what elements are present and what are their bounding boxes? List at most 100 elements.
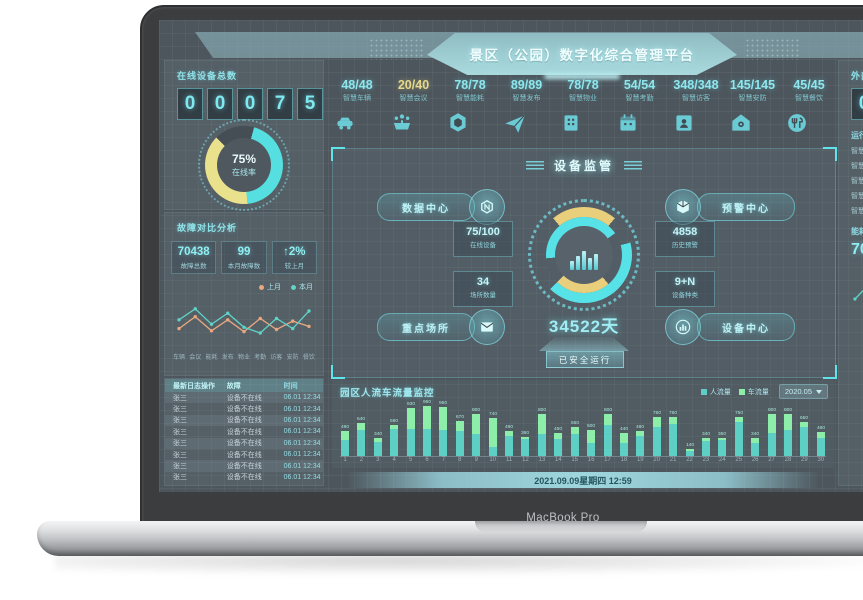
smart-stat-tile[interactable]: 78/78 智慧物业 — [558, 78, 608, 144]
key-place-icon[interactable] — [469, 309, 505, 345]
category-label: 物业 — [237, 355, 250, 361]
category-label: 访客 — [270, 355, 283, 361]
people-flow-segment — [554, 438, 563, 456]
bar-value-label: 340 — [373, 431, 382, 437]
log-cell: 张三 — [173, 463, 187, 471]
fault-stats-row: 70438 故障总数 99 本月故障数 ↑2% 较上月 — [165, 234, 323, 274]
smart-stat-tile[interactable]: 348/348 智慧访客 — [671, 78, 721, 144]
period-dropdown[interactable]: 2020.05 — [778, 384, 828, 399]
smart-stat-tile[interactable]: 89/89 智慧发布 — [502, 78, 552, 144]
smart-stat-tile[interactable]: 45/45 智慧餐饮 — [784, 78, 834, 144]
category-label: 车辆 — [173, 355, 186, 361]
smart-stat-tile[interactable]: 54/54 智慧考勤 — [615, 78, 665, 144]
alert-center-icon[interactable] — [665, 189, 701, 225]
fault-analysis-panel: 故障对比分析 70438 故障总数 99 本月故障数 ↑2% 较上月 上月 本月 车辆 会议能… — [164, 212, 324, 376]
day-label: 4 — [392, 457, 396, 463]
bar-value-label: 800 — [783, 408, 792, 413]
car-flow-segment — [390, 425, 399, 429]
smart-stat-value: 78/78 — [454, 78, 486, 92]
bar-value-label: 490 — [505, 424, 514, 429]
category-label: 会议 — [189, 355, 202, 361]
data-center-icon[interactable] — [469, 189, 505, 225]
smart-stat-tile[interactable]: 20/40 智慧会议 — [389, 78, 439, 144]
log-table-body: 张三 设备不在线 06.01 12:34 张三 设备不在线 06.01 12:34 张三 设备… — [165, 392, 323, 483]
alert-center-button[interactable]: 预警中心 — [697, 193, 795, 221]
day-label: 29 — [801, 457, 808, 463]
log-cell: 06.01 12:34 — [283, 473, 321, 481]
trackpad-notch — [475, 521, 647, 532]
day-label: 5 — [408, 457, 413, 463]
smart-stat-tile[interactable]: 48/48 智慧车辆 — [332, 78, 382, 144]
fault-chart-legend: 上月 本月 — [165, 274, 323, 292]
legend-item[interactable]: 车流量 — [738, 387, 769, 397]
car-flow-segment — [423, 406, 432, 429]
bar-value-label: 350 — [718, 431, 727, 437]
day-label: 17 — [604, 457, 611, 463]
bar-column: 550 — [570, 420, 580, 456]
legend-item[interactable]: 上月 — [259, 282, 281, 292]
datetime-bar: 2021.09.09星期四 12:59 — [347, 472, 819, 488]
period-value: 2020.05 — [784, 387, 812, 396]
day-label: 13 — [538, 457, 546, 463]
run-row: 智慧安防 — [839, 186, 863, 201]
day-label: 19 — [636, 457, 644, 463]
log-cell: 设备不在线 — [226, 474, 262, 482]
bar-value-label: 950 — [439, 400, 448, 406]
counter-digit: 5 — [297, 88, 323, 120]
flow-monitor-panel: 园区人流车流量监控 人流量 车流量 2020.05 490 640 340 590 930… — [332, 380, 834, 468]
smart-stat-tile[interactable]: 78/78 智慧能耗 — [445, 78, 495, 144]
car-flow-segment — [767, 414, 776, 433]
log-header-cell: 故障 — [226, 382, 241, 390]
log-cell: 张三 — [173, 440, 187, 448]
bar-value-label: 500 — [587, 423, 596, 429]
bar-column: 670 — [455, 414, 465, 456]
category-label: 考勤 — [254, 355, 267, 361]
legend-item[interactable]: 本月 — [291, 282, 313, 292]
car-flow-segment — [554, 432, 563, 439]
bar-column: 760 — [652, 410, 662, 456]
run-row-label: 智慧车辆 — [851, 148, 863, 155]
device-center-icon[interactable] — [665, 309, 701, 345]
bar-column: 490 — [504, 424, 514, 456]
key-place-button[interactable]: 重点场所 — [377, 313, 475, 341]
line-series — [178, 315, 310, 333]
people-flow-segment — [537, 434, 546, 456]
legend-swatch — [738, 388, 745, 395]
smart-stat-label: 智慧考勤 — [625, 95, 654, 102]
attendance-icon — [619, 114, 636, 131]
bar-value-label: 800 — [767, 408, 776, 413]
car-flow-segment — [718, 437, 727, 441]
data-center-button[interactable]: 数据中心 — [377, 193, 475, 221]
pedestal-beam — [539, 337, 629, 351]
bar-column: 800 — [603, 407, 613, 456]
center-gauge — [528, 199, 640, 311]
data-point — [193, 315, 197, 319]
car-flow-segment — [537, 414, 546, 435]
gauge-inner-bg — [546, 217, 622, 293]
car-flow-segment — [734, 417, 743, 423]
device-center-button[interactable]: 设备中心 — [697, 313, 795, 341]
stat-value: 4858 — [672, 226, 698, 238]
bar-column: 140 — [685, 442, 695, 456]
data-point — [291, 326, 295, 331]
data-point — [291, 319, 295, 323]
device-monitor-panel: 设备监管 数据中心 预警中心 重点场所 设备中心 75/100 在线设备 34 … — [331, 147, 837, 379]
laptop-base — [37, 521, 863, 556]
stat-label: 设备种类 — [672, 292, 698, 299]
smart-stats-row: 48/48 智慧车辆 20/40 智慧会议 78/78 智慧能耗 89/89 智慧发布 78/7… — [332, 78, 834, 144]
people-flow-segment — [636, 436, 645, 456]
skyline-bar — [582, 251, 586, 270]
bar-value-label: 960 — [423, 399, 432, 405]
log-header-cell: 最新日志操作 — [173, 382, 215, 390]
frame-corner — [331, 147, 345, 161]
smart-stat-tile[interactable]: 145/145 智慧安防 — [728, 78, 778, 144]
legend-item[interactable]: 人流量 — [700, 387, 731, 397]
people-flow-segment — [406, 428, 415, 456]
skyline-bar — [588, 258, 592, 270]
car-flow-segment — [455, 421, 464, 432]
day-label: 23 — [702, 457, 710, 463]
log-cell: 张三 — [173, 428, 187, 436]
log-cell: 设备不在线 — [226, 440, 262, 448]
